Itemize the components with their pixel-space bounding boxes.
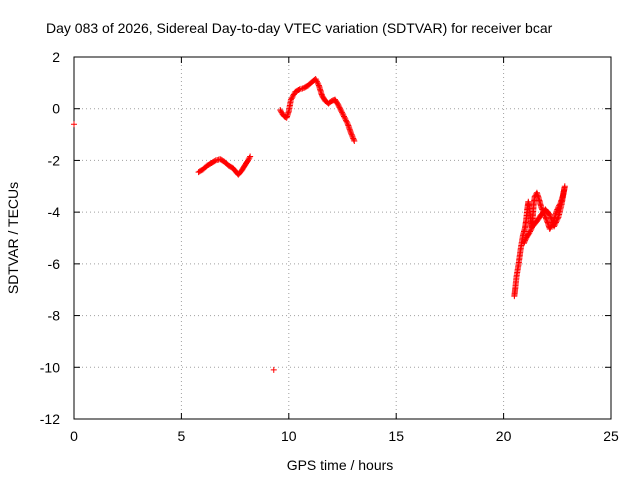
data-point <box>339 109 346 116</box>
data-point <box>312 75 319 82</box>
data-point <box>335 103 342 110</box>
data-point <box>521 240 528 247</box>
data-point <box>290 91 297 98</box>
data-point <box>289 94 296 101</box>
data-point <box>315 81 322 88</box>
data-point <box>339 110 346 117</box>
y-tick-label: -8 <box>48 308 61 324</box>
data-point <box>528 225 535 232</box>
data-point <box>270 366 277 373</box>
data-point <box>348 130 355 137</box>
chart-title: Day 083 of 2026, Sidereal Day-to-day VTE… <box>46 20 553 36</box>
data-point <box>288 95 295 102</box>
data-point <box>351 138 358 145</box>
plot-area-border <box>73 56 612 420</box>
data-point <box>543 215 550 222</box>
data-point <box>341 113 348 120</box>
data-point <box>337 107 344 114</box>
data-point <box>543 216 550 223</box>
y-tick-label: -4 <box>48 204 61 220</box>
y-tick-label: -10 <box>40 359 60 375</box>
x-tick-label: 5 <box>178 428 186 444</box>
data-point <box>341 114 348 121</box>
data-point <box>544 218 551 225</box>
data-point <box>555 214 562 221</box>
x-tick-labels: 0 5 10 15 20 25 <box>70 428 619 444</box>
data-points <box>71 75 568 373</box>
data-point <box>538 203 545 210</box>
data-point <box>338 108 345 115</box>
data-point <box>344 119 351 126</box>
data-point <box>528 224 535 231</box>
data-point <box>277 108 284 115</box>
data-point <box>522 236 529 243</box>
y-tick-labels: 2 0 -2 -4 -6 -8 -10 -12 <box>40 49 60 427</box>
y-tick-label: -2 <box>48 152 61 168</box>
x-tick-label: 20 <box>496 428 512 444</box>
data-point <box>245 156 252 163</box>
data-point <box>522 237 529 244</box>
data-point <box>547 224 554 231</box>
axis-ticks <box>73 56 612 420</box>
data-point <box>247 153 254 160</box>
data-point <box>287 96 294 103</box>
data-point <box>350 135 357 142</box>
data-point <box>348 131 355 138</box>
y-tick-label: -12 <box>40 411 60 427</box>
x-tick-label: 10 <box>281 428 297 444</box>
data-point <box>523 235 530 241</box>
y-tick-label: 0 <box>52 101 60 117</box>
y-axis-label: SDTVAR / TECUs <box>5 182 21 294</box>
data-point <box>342 117 349 124</box>
x-tick-label: 15 <box>388 428 404 444</box>
data-point <box>554 216 561 223</box>
data-point <box>244 157 251 164</box>
data-point <box>527 227 534 234</box>
data-point <box>350 136 357 143</box>
data-point <box>313 78 320 85</box>
data-point <box>336 104 343 111</box>
x-tick-label: 0 <box>70 428 78 444</box>
data-point <box>529 223 536 230</box>
data-point <box>277 107 284 114</box>
data-point <box>546 225 553 232</box>
data-point <box>542 214 549 221</box>
y-tick-label: 2 <box>52 49 60 65</box>
data-point <box>349 134 356 141</box>
data-point <box>340 112 347 119</box>
data-point <box>314 79 321 86</box>
data-point <box>349 132 356 139</box>
data-point <box>521 238 528 245</box>
data-point <box>335 101 342 108</box>
data-point <box>246 154 253 161</box>
data-point <box>313 77 320 84</box>
data-point <box>295 86 302 93</box>
data-point <box>342 116 349 123</box>
data-point <box>337 105 344 112</box>
data-point <box>211 158 218 165</box>
y-tick-label: -6 <box>48 256 61 272</box>
data-point <box>290 92 297 99</box>
data-point <box>71 121 77 128</box>
x-axis-label: GPS time / hours <box>287 457 394 473</box>
data-point <box>343 118 350 125</box>
data-point <box>554 215 561 222</box>
x-tick-label: 25 <box>603 428 619 444</box>
